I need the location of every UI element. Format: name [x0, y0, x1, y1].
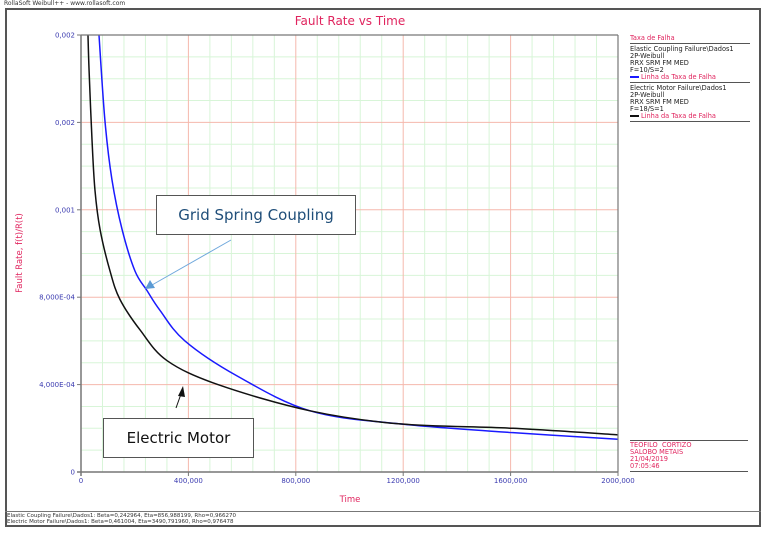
x-tick-label: 400,000: [174, 477, 203, 485]
stamp-company: SALOBO METAIS: [630, 448, 684, 456]
legend-group-electric-motor: Electric Motor Failure\Dados1 2P-Weibull…: [630, 85, 750, 122]
legend-counts: F=10/S=2: [630, 66, 664, 74]
app-title: RollaSoft Weibull++ - www.rollasoft.com: [4, 0, 126, 7]
chart-frame: [5, 8, 761, 527]
annotation-electric-motor: Electric Motor: [103, 418, 254, 458]
legend: Taxa de Falha Elastic Coupling Failure\D…: [630, 35, 750, 124]
footer-params-elastic-coupling: Elastic Coupling Failure\Dados1: Beta=0,…: [7, 513, 236, 519]
legend-line-label: Linha da Taxa de Falha: [641, 73, 716, 81]
legend-distribution: 2P-Weibull: [630, 91, 665, 99]
x-tick-label: 1200,000: [386, 477, 419, 485]
grid-spring-arrowhead-icon: [145, 280, 155, 289]
grid-spring-arrow: [151, 239, 232, 286]
x-tick-label: 2000,000: [601, 477, 634, 485]
legend-series-name: Elastic Coupling Failure\Dados1: [630, 45, 734, 53]
y-tick-label: 0,002: [55, 119, 75, 127]
legend-line-label: Linha da Taxa de Falha: [641, 112, 716, 120]
annotation-grid-spring-coupling: Grid Spring Coupling: [156, 195, 356, 235]
legend-line-entry: Linha da Taxa de Falha: [630, 113, 750, 120]
series-line: [87, 34, 619, 436]
stamp-date: 21/04/2019: [630, 455, 669, 463]
legend-line-entry: Linha da Taxa de Falha: [630, 74, 750, 81]
x-axis-label: Time: [339, 495, 361, 505]
series-lines: [87, 34, 619, 440]
black-line-swatch-icon: [630, 115, 639, 117]
y-axis-label: Fault Rate, f(t)/R(t): [15, 213, 25, 293]
legend-counts: F=18/S=1: [630, 105, 664, 113]
y-tick-label: 4,000E-04: [39, 381, 75, 389]
stamp-user: TEOFILO CORTIZO: [630, 441, 692, 449]
legend-method: RRX SRM FM MED: [630, 98, 689, 106]
electric-motor-arrowhead-icon: [178, 386, 185, 397]
stamp-time: 07:05:46: [630, 462, 660, 470]
y-tick-label: 0,001: [55, 206, 75, 214]
series-line: [98, 34, 619, 440]
chart-title: Fault Rate vs Time: [294, 14, 406, 28]
legend-header: Taxa de Falha: [630, 35, 750, 44]
user-stamp: TEOFILO CORTIZO SALOBO METAIS 21/04/2019…: [630, 440, 748, 472]
y-tick-label: 8,000E-04: [39, 294, 75, 302]
minor-grid: [81, 35, 618, 472]
legend-series-name: Electric Motor Failure\Dados1: [630, 84, 727, 92]
annotation-arrows: [145, 239, 232, 409]
blue-line-swatch-icon: [630, 76, 639, 78]
footer-params-electric-motor: Electric Motor Failure\Dados1: Beta=0,46…: [7, 519, 234, 525]
x-tick-label: 800,000: [281, 477, 310, 485]
legend-method: RRX SRM FM MED: [630, 59, 689, 67]
x-tick-label: 0: [79, 477, 83, 485]
y-tick-label: 0,002: [55, 32, 75, 40]
axes: 0 4,000E-04 8,000E-04 0,001 0,002 0,002 0 400,0…: [39, 32, 635, 486]
footer-divider: [5, 511, 761, 512]
x-tick-label: 1600,000: [494, 477, 527, 485]
legend-group-elastic-coupling: Elastic Coupling Failure\Dados1 2P-Weibu…: [630, 46, 750, 83]
y-tick-label: 0: [71, 469, 75, 477]
electric-motor-arrow: [175, 393, 182, 409]
legend-distribution: 2P-Weibull: [630, 52, 665, 60]
